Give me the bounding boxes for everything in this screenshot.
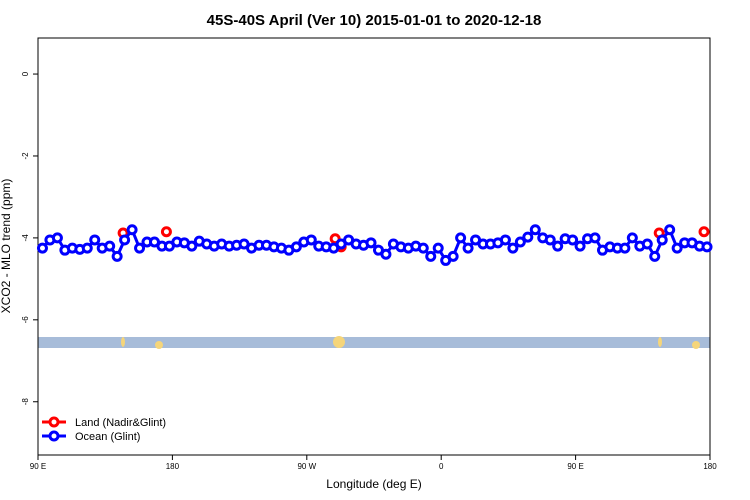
data-point bbox=[462, 242, 474, 254]
data-point bbox=[104, 240, 116, 252]
data-point bbox=[619, 242, 631, 254]
data-point bbox=[186, 240, 198, 252]
land-ocean-mask bbox=[38, 336, 710, 349]
legend-marker bbox=[48, 416, 60, 428]
data-point bbox=[649, 250, 661, 262]
mask-land bbox=[692, 341, 700, 349]
data-point bbox=[529, 224, 541, 236]
data-point bbox=[567, 234, 579, 246]
mask-band bbox=[38, 337, 710, 348]
data-point bbox=[81, 242, 93, 254]
data-point bbox=[574, 240, 586, 252]
x-tick-label: 180 bbox=[166, 462, 180, 471]
data-point bbox=[89, 234, 101, 246]
x-tick-label: 90 E bbox=[567, 462, 583, 471]
data-point bbox=[455, 232, 467, 244]
data-point bbox=[425, 250, 437, 262]
mask-land bbox=[155, 341, 163, 349]
x-tick-label: 90 E bbox=[30, 462, 46, 471]
data-point bbox=[380, 248, 392, 260]
y-tick-label: -2 bbox=[21, 152, 30, 160]
legend: Land (Nadir&Glint) Ocean (Glint) bbox=[42, 416, 166, 443]
data-point bbox=[111, 250, 123, 262]
data-point bbox=[432, 242, 444, 254]
mask-land bbox=[658, 337, 662, 347]
data-point bbox=[664, 224, 676, 236]
data-point bbox=[51, 232, 63, 244]
data-point bbox=[365, 237, 377, 249]
y-axis-label: XCO2 - MLO trend (ppm) bbox=[0, 179, 13, 314]
legend-marker bbox=[48, 430, 60, 442]
data-point bbox=[671, 242, 683, 254]
data-point bbox=[119, 234, 131, 246]
data-point bbox=[656, 234, 668, 246]
data-point bbox=[126, 224, 138, 236]
x-tick-label: 90 W bbox=[297, 462, 316, 471]
data-point bbox=[305, 234, 317, 246]
data-point bbox=[160, 226, 172, 238]
x-tick-label: 0 bbox=[439, 462, 444, 471]
x-axis-label: Longitude (deg E) bbox=[326, 477, 421, 491]
data-point bbox=[507, 242, 519, 254]
data-point bbox=[36, 242, 48, 254]
y-tick-label: -8 bbox=[21, 398, 30, 406]
data-point bbox=[544, 234, 556, 246]
chart-title: 45S-40S April (Ver 10) 2015-01-01 to 202… bbox=[207, 12, 542, 29]
data-point bbox=[589, 232, 601, 244]
mask-land bbox=[121, 337, 125, 347]
y-tick-label: -4 bbox=[21, 234, 30, 242]
data-point bbox=[522, 231, 534, 243]
data-point bbox=[514, 236, 526, 248]
y-tick-label: -6 bbox=[21, 316, 30, 324]
legend-label: Ocean (Glint) bbox=[75, 431, 140, 443]
data-point bbox=[552, 240, 564, 252]
legend-label: Land (Nadir&Glint) bbox=[75, 417, 166, 429]
mask-land bbox=[333, 336, 345, 348]
data-point bbox=[134, 242, 146, 254]
data-point bbox=[626, 232, 638, 244]
y-tick-label: 0 bbox=[21, 71, 30, 76]
data-point bbox=[641, 238, 653, 250]
data-point bbox=[290, 241, 302, 253]
x-tick-label: 180 bbox=[703, 462, 717, 471]
data-point bbox=[499, 234, 511, 246]
data-point bbox=[447, 250, 459, 262]
data-point bbox=[701, 241, 713, 253]
data-point bbox=[698, 226, 710, 238]
data-point bbox=[417, 242, 429, 254]
